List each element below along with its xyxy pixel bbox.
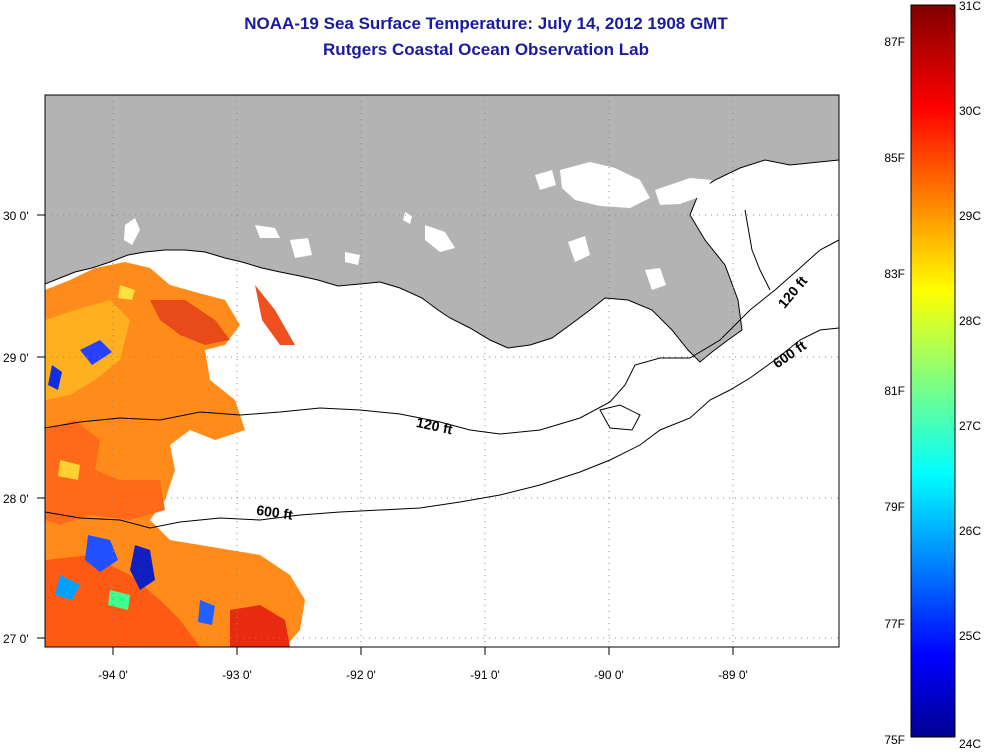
f-label: 85F: [884, 151, 905, 165]
map-frame: [44, 94, 840, 648]
lon-tick-label: -91 0': [470, 668, 500, 682]
lat-tick-label: 28 0': [3, 492, 29, 506]
f-label: 79F: [884, 500, 905, 514]
lon-tick-label: -89 0': [718, 668, 748, 682]
latitude-labels: 30 0' 29 0' 28 0' 27 0': [3, 209, 29, 646]
map-subtitle: Rutgers Coastal Ocean Observation Lab: [323, 40, 649, 59]
c-label: 31C: [959, 0, 981, 13]
lat-tick-label: 30 0': [3, 209, 29, 223]
f-label: 83F: [884, 267, 905, 281]
f-label: 81F: [884, 384, 905, 398]
colorbar-celsius-labels: 31C 30C 29C 28C 27C 26C 25C 24C: [959, 0, 981, 751]
sst-data-patches: [45, 205, 305, 647]
lon-tick-label: -93 0': [222, 668, 252, 682]
lon-tick-label: -90 0': [594, 668, 624, 682]
colorbar: 87F 85F 83F 81F 79F 77F 75F 31C 30C 29C …: [884, 0, 981, 751]
f-label: 75F: [884, 733, 905, 747]
contour-120ft-line: [45, 239, 839, 435]
map-title: NOAA-19 Sea Surface Temperature: July 14…: [244, 14, 728, 33]
lon-tick-label: -92 0': [346, 668, 376, 682]
colorbar-fahrenheit-labels: 87F 85F 83F 81F 79F 77F 75F: [884, 35, 905, 747]
c-label: 27C: [959, 419, 981, 433]
land-mass: [45, 95, 839, 363]
lakes: [124, 162, 750, 290]
c-label: 29C: [959, 209, 981, 223]
c-label: 25C: [959, 629, 981, 643]
lat-tick-label: 29 0': [3, 351, 29, 365]
longitude-labels: -94 0' -93 0' -92 0' -91 0' -90 0' -89 0…: [98, 668, 748, 682]
colorbar-scale: [910, 4, 956, 738]
lat-tick-label: 27 0': [3, 632, 29, 646]
frame-ticks: [37, 214, 734, 655]
f-label: 87F: [884, 35, 905, 49]
contour-600ft-line: [45, 327, 839, 529]
contour-label-120ft: 120 ft: [415, 414, 454, 437]
lon-tick-label: -94 0': [98, 668, 128, 682]
c-label: 28C: [959, 314, 981, 328]
f-label: 77F: [884, 617, 905, 631]
depth-contours: [45, 209, 839, 529]
c-label: 26C: [959, 524, 981, 538]
c-label: 30C: [959, 104, 981, 118]
c-label: 24C: [959, 737, 981, 751]
contour-label-600ft: 600 ft: [255, 502, 294, 523]
map-panel: 120 ft 120 ft 600 ft 600 ft -94 0' -93 0…: [3, 94, 840, 682]
graticule: [45, 95, 839, 647]
